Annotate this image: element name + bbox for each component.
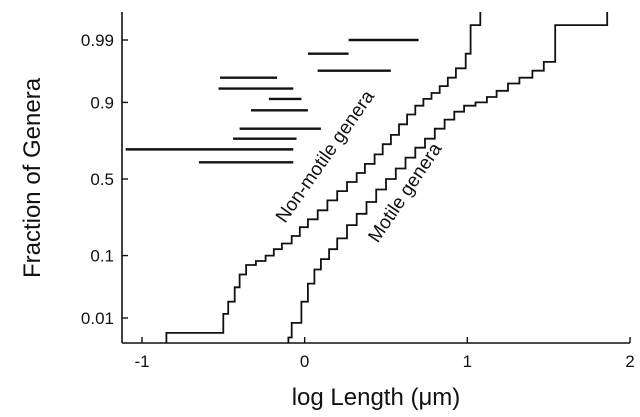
tick-labels: 0.01 0.1 0.5 0.9 0.99 -1 0 1 2 [81, 31, 635, 371]
interval-bars [125, 38, 419, 164]
non-motile-curve [165, 12, 482, 343]
non-motile-curve-label: Non-motile genera [272, 86, 379, 226]
curves [165, 12, 609, 343]
x-tick-label: 1 [463, 352, 472, 371]
x-tick-label: 0 [300, 352, 309, 371]
y-tick-label: 0.01 [81, 309, 114, 328]
x-axis-label: log Length (μm) [292, 384, 461, 411]
y-tick-label: 0.5 [90, 170, 114, 189]
x-tick-label: -1 [134, 352, 149, 371]
x-tick-label: 2 [625, 352, 634, 371]
motile-curve [287, 12, 609, 343]
axes [121, 12, 631, 344]
y-axis-label: Fraction of Genera [19, 77, 46, 278]
y-tick-label: 0.9 [90, 93, 114, 112]
y-tick-label: 0.1 [90, 247, 114, 266]
y-tick-label: 0.99 [81, 31, 114, 50]
